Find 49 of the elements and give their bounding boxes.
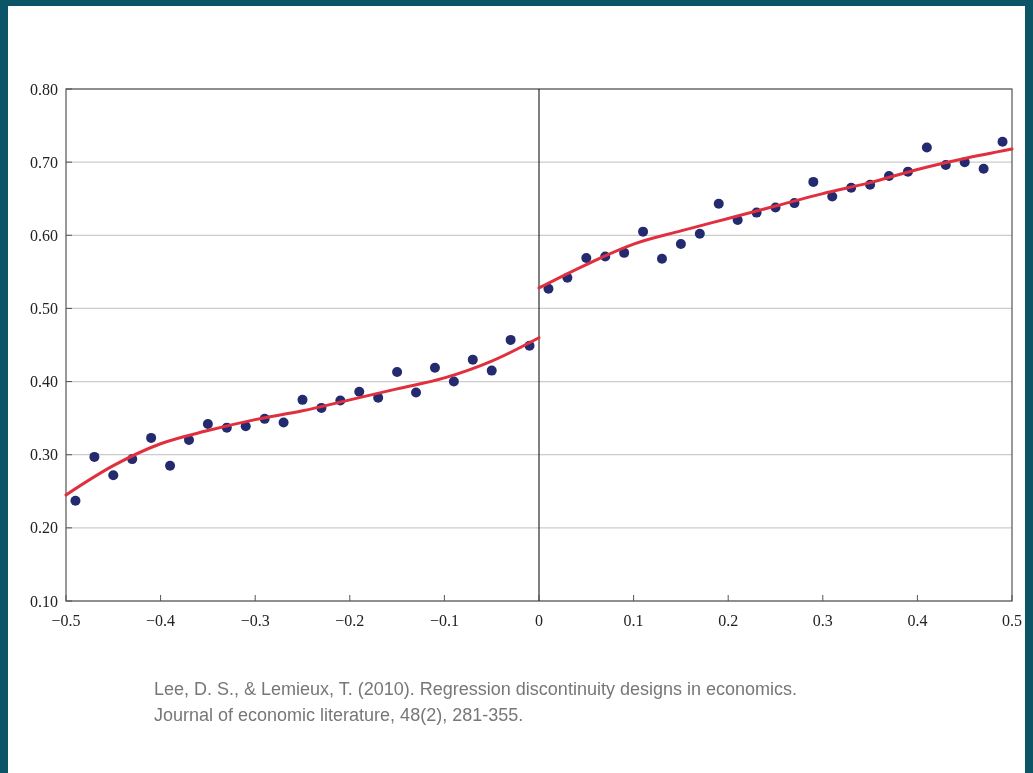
x-tick-label: 0.4 — [907, 612, 928, 629]
x-tick-label: 0.2 — [718, 612, 739, 629]
point — [392, 367, 403, 378]
point — [486, 365, 497, 376]
point — [581, 252, 592, 263]
point — [675, 239, 686, 250]
point — [921, 142, 932, 153]
x-tick-label: 0.5 — [1002, 612, 1022, 629]
x-tick-label: −0.1 — [429, 612, 459, 629]
point — [978, 163, 989, 174]
y-tick-label: 0.40 — [30, 373, 58, 391]
text: Journal of economic literature, 48(2), 281-355. — [154, 705, 524, 725]
point — [694, 228, 705, 239]
point — [429, 362, 440, 373]
x-tick-label: −0.4 — [146, 612, 176, 629]
y-tick-label: 0.20 — [30, 519, 58, 537]
x-tick-label: 0 — [535, 612, 543, 629]
text: Lee, D. S., & Lemieux, T. (2010). Regression discontinuity designs in economics. — [154, 679, 797, 699]
point — [70, 495, 81, 506]
x-tick-label: −0.5 — [51, 612, 81, 629]
point — [278, 417, 289, 428]
y-tick-label: 0.50 — [30, 300, 58, 318]
x-tick-label: 0.3 — [812, 612, 833, 629]
x-tick-label: −0.2 — [335, 612, 365, 629]
y-tick-label: 0.10 — [30, 592, 58, 610]
point — [997, 136, 1008, 147]
point — [638, 226, 649, 237]
y-tick-label: 0.30 — [30, 446, 58, 464]
point — [146, 432, 157, 443]
point — [354, 386, 365, 397]
point — [448, 376, 459, 387]
point — [467, 354, 478, 365]
x-tick-label: −0.3 — [240, 612, 270, 629]
y-tick-label: 0.80 — [30, 80, 58, 98]
point — [89, 451, 100, 462]
point — [297, 394, 308, 405]
point — [656, 253, 667, 264]
point — [165, 460, 176, 471]
line-series — [537, 147, 1014, 290]
point — [505, 334, 516, 345]
line-series — [64, 336, 541, 497]
x-tick-label: 0.1 — [623, 612, 644, 629]
point — [713, 198, 724, 209]
point — [808, 176, 819, 187]
point — [411, 387, 422, 398]
y-tick-label: 0.60 — [30, 226, 58, 244]
y-tick-label: 0.70 — [30, 153, 58, 171]
point — [202, 418, 213, 429]
point — [108, 470, 119, 481]
